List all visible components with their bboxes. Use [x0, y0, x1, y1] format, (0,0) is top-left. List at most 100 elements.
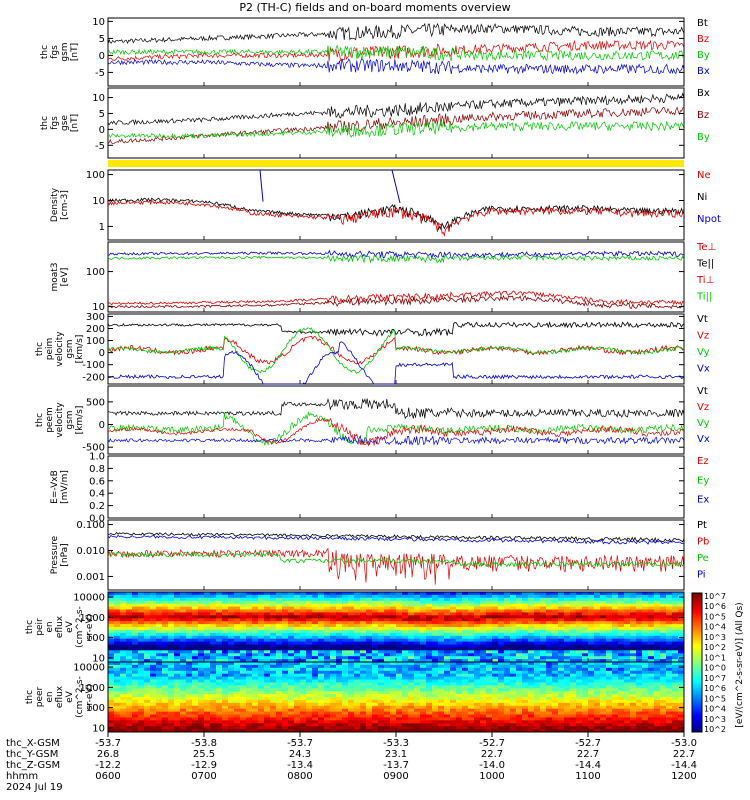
peir-eflux-cell	[150, 594, 157, 599]
xaxis-time: 1000	[479, 771, 504, 782]
peer-eflux-cell	[660, 717, 667, 721]
peer-eflux-cell	[654, 711, 661, 715]
peer-eflux-cell	[312, 705, 319, 710]
peir-eflux-cell	[486, 656, 493, 660]
peer-eflux-cell	[546, 679, 553, 683]
peir-eflux-cell	[396, 592, 403, 596]
peer-eflux-cell	[204, 664, 211, 669]
peer-eflux-cell	[672, 723, 679, 727]
peer-eflux-cell	[606, 708, 613, 712]
peer-eflux-cell	[228, 726, 235, 730]
peir-eflux-cell	[174, 592, 181, 596]
peer-eflux-cell	[666, 705, 673, 710]
peer-eflux-cell	[240, 670, 247, 675]
peer-eflux-cell	[174, 688, 181, 692]
peem-vel-ylabel: [km/s]	[75, 406, 85, 435]
peir-eflux-cell	[138, 597, 145, 602]
peir-eflux-cell	[636, 653, 643, 657]
peir-eflux-cell	[150, 612, 157, 616]
peer-eflux-cell	[480, 708, 487, 712]
peir-eflux-cell	[234, 600, 241, 605]
peer-eflux-cell	[498, 708, 505, 712]
peir-eflux-cell	[198, 600, 205, 605]
peir-eflux-cell	[642, 606, 649, 610]
peir-eflux-cell	[648, 597, 655, 602]
peer-eflux-cell	[156, 720, 163, 724]
peer-eflux-cell	[564, 699, 571, 704]
peir-eflux-cell	[420, 612, 427, 616]
peer-eflux-cell	[318, 714, 325, 718]
peir-eflux-cell	[444, 635, 451, 640]
peer-eflux-cell	[510, 723, 517, 727]
peir-eflux-cell	[420, 644, 427, 648]
peer-eflux-cell	[144, 720, 151, 724]
peer-eflux-cell	[222, 697, 229, 701]
peir-eflux-cell	[180, 594, 187, 599]
peer-eflux-cell	[210, 679, 217, 683]
peir-eflux-cell	[666, 600, 673, 605]
peer-eflux-cell	[156, 673, 163, 677]
peer-eflux-cell	[132, 670, 139, 675]
peer-eflux-cell	[594, 679, 601, 683]
peer-eflux-cell	[168, 708, 175, 712]
peir-eflux-cell	[672, 600, 679, 605]
peir-eflux-cell	[606, 656, 613, 660]
peir-eflux-cell	[216, 629, 223, 634]
peer-eflux-cell	[624, 729, 631, 733]
peer-eflux-cell	[264, 705, 271, 710]
peir-eflux-cell	[432, 650, 439, 654]
peer-eflux-cell	[294, 699, 301, 704]
peir-eflux-cell	[210, 656, 217, 660]
peer-eflux-cell	[624, 723, 631, 727]
peir-eflux-cell	[378, 603, 385, 607]
peer-eflux-cell	[162, 673, 169, 677]
peer-eflux-cell	[348, 688, 355, 692]
peer-eflux-cell	[600, 673, 607, 677]
peer-eflux-cell	[594, 717, 601, 721]
peer-eflux-cell	[204, 697, 211, 701]
peer-eflux-cell	[390, 720, 397, 724]
peer-eflux-cell	[438, 714, 445, 718]
peir-eflux-cell	[216, 641, 223, 645]
peir-eflux-cell	[558, 659, 565, 663]
peer-eflux-cell	[432, 705, 439, 710]
peer-eflux-cell	[660, 729, 667, 733]
peer-eflux-cell	[288, 682, 295, 686]
peir-eflux-cell	[312, 592, 319, 596]
peer-eflux-cell	[594, 682, 601, 686]
peir-eflux-cell	[282, 644, 289, 648]
peir-eflux-cell	[246, 600, 253, 605]
peir-eflux-cell	[210, 647, 217, 651]
peer-eflux-cell	[312, 711, 319, 715]
peer-eflux-cell	[348, 667, 355, 672]
peir-eflux-cell	[186, 621, 193, 625]
peer-eflux-cell	[258, 702, 265, 707]
peir-eflux-cell	[288, 603, 295, 607]
peer-eflux-cell	[354, 708, 361, 712]
peer-eflux-cell	[396, 720, 403, 724]
peir-eflux-cell	[600, 627, 607, 631]
peer-eflux-cell	[114, 694, 121, 698]
peir-eflux-cell	[462, 644, 469, 648]
peir-eflux-cell	[342, 624, 349, 628]
peer-eflux-cell	[312, 720, 319, 724]
peir-eflux-cell	[462, 624, 469, 628]
peir-eflux-cell	[126, 618, 133, 622]
colorbar-cell	[692, 604, 702, 608]
peir-eflux-cell	[480, 594, 487, 599]
peir-eflux-cell	[288, 594, 295, 599]
peir-eflux-cell	[120, 600, 127, 605]
peer-eflux-cell	[138, 694, 145, 698]
peir-eflux-cell	[444, 618, 451, 622]
peir-eflux-cell	[282, 641, 289, 645]
peir-eflux-cell	[636, 612, 643, 616]
peir-eflux-cell	[228, 629, 235, 634]
peer-eflux-cell	[606, 720, 613, 724]
peer-eflux-cell	[390, 723, 397, 727]
peer-eflux-cell	[624, 682, 631, 686]
peer-eflux-cell	[162, 691, 169, 695]
peer-eflux-cell	[450, 729, 457, 733]
peer-eflux-cell	[312, 717, 319, 721]
peer-eflux-cell	[450, 720, 457, 724]
peir-eflux-cell	[480, 624, 487, 628]
